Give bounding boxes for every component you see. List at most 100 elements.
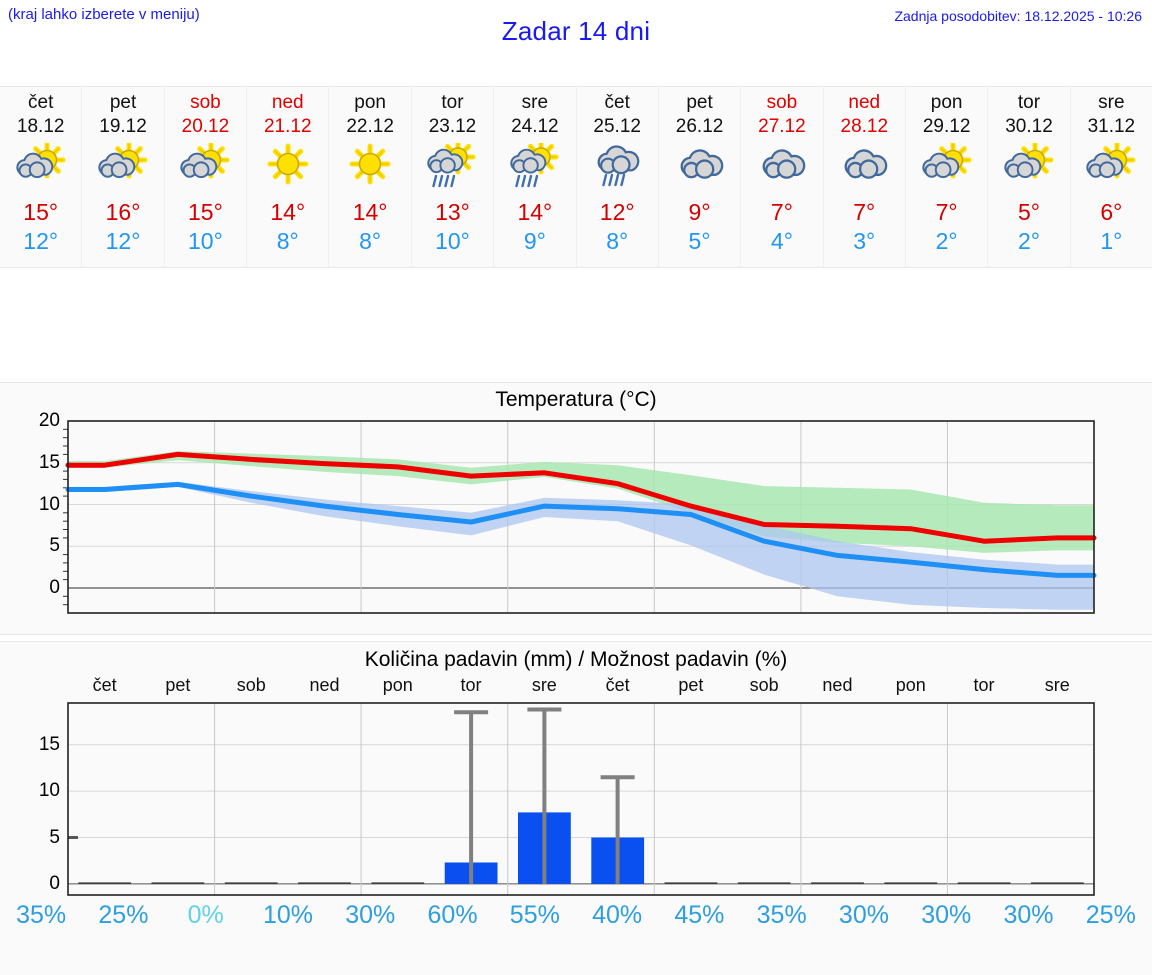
- precipitation-probability: 25%: [98, 901, 149, 929]
- cloud-rain-icon: [587, 143, 647, 189]
- precipitation-probability: 60%: [427, 901, 478, 929]
- precipitation-probability: 30%: [345, 901, 396, 929]
- day-of-week-label: sob: [766, 92, 798, 113]
- day-min-temp: 1°: [1100, 228, 1123, 254]
- day-column[interactable]: ned 28.12 7° 3°: [824, 87, 906, 267]
- day-of-week-label: tor: [1017, 92, 1041, 113]
- day-column[interactable]: pon 29.12 7° 2°: [906, 87, 989, 267]
- day-of-week-label: pet: [686, 92, 713, 113]
- day-min-temp: 12°: [105, 228, 141, 254]
- day-max-temp: 14°: [270, 199, 306, 225]
- precipitation-probability: 0%: [187, 901, 224, 929]
- precipitation-y-tick: 0: [49, 872, 60, 894]
- day-of-week-label: čet: [28, 92, 54, 113]
- day-column[interactable]: ned 21.12 14° 8°: [247, 87, 330, 267]
- temperature-y-tick: 0: [49, 577, 60, 598]
- precipitation-probability: 45%: [674, 901, 725, 929]
- sun-cloud-rain-icon: [422, 143, 482, 189]
- day-max-temp: 7°: [853, 199, 876, 225]
- precipitation-day-label: sre: [531, 675, 557, 695]
- sun-behind-cloud-icon: [11, 143, 71, 189]
- day-of-week-label: sob: [190, 92, 221, 113]
- day-column[interactable]: tor 23.12 13° 10°: [412, 87, 495, 267]
- temperature-y-tick: 20: [38, 410, 60, 431]
- day-min-temp: 10°: [435, 228, 470, 254]
- spacer-band: [0, 268, 1152, 382]
- day-max-temp: 15°: [188, 199, 223, 225]
- day-date-label: 26.12: [675, 116, 724, 137]
- menu-hint-text: (kraj lahko izberete v meniju): [8, 6, 200, 23]
- page-header: (kraj lahko izberete v meniju) Zadar 14 …: [0, 0, 1152, 62]
- day-max-temp: 9°: [688, 199, 711, 225]
- temperature-chart-title: Temperatura (°C): [495, 388, 657, 411]
- cloud-icon: [752, 143, 812, 189]
- day-column[interactable]: sob 20.12 15° 10°: [165, 87, 248, 267]
- precipitation-probability: 35%: [16, 901, 67, 929]
- precipitation-y-tick: 5: [49, 826, 60, 848]
- precipitation-probability: 40%: [592, 901, 643, 929]
- day-max-temp: 5°: [1017, 199, 1040, 225]
- sun-behind-cloud-icon: [93, 143, 153, 189]
- day-date-label: 24.12: [511, 116, 559, 137]
- precipitation-probability: 35%: [756, 901, 807, 929]
- day-column[interactable]: tor 30.12 5° 2°: [988, 87, 1071, 267]
- precipitation-day-labels: čet pet sob ned pon tor sre čet pet sob ned pon tor s…: [68, 675, 1094, 699]
- day-of-week-label: pet: [109, 92, 137, 113]
- precipitation-day-label: ned: [822, 675, 853, 695]
- day-column[interactable]: sob 27.12 7° 4°: [741, 87, 824, 267]
- day-max-temp: 14°: [517, 199, 553, 225]
- day-min-temp: 12°: [23, 228, 59, 254]
- precipitation-probability: 30%: [1003, 901, 1054, 929]
- sun-behind-cloud-icon: [999, 143, 1059, 189]
- day-of-week-label: sre: [521, 92, 549, 113]
- sun-behind-cloud-icon: [917, 143, 977, 189]
- precipitation-day-label: sre: [1044, 675, 1070, 695]
- day-min-temp: 8°: [606, 228, 629, 254]
- day-max-temp: 7°: [770, 199, 793, 225]
- day-date-label: 29.12: [922, 116, 971, 137]
- day-column[interactable]: pet 26.12 9° 5°: [659, 87, 742, 267]
- cloud-icon: [670, 143, 730, 189]
- day-column[interactable]: sre 24.12 14° 9°: [494, 87, 577, 267]
- day-min-temp: 8°: [276, 228, 299, 254]
- precipitation-day-label: pet: [165, 675, 191, 695]
- day-of-week-label: čet: [604, 92, 630, 113]
- day-column[interactable]: sre 31.12 6° 1°: [1071, 87, 1152, 267]
- sun-icon: [258, 143, 318, 189]
- day-min-temp: 5°: [688, 228, 711, 254]
- precipitation-probability: 25%: [1085, 901, 1136, 929]
- temperature-chart-svg: [63, 420, 1097, 614]
- temperature-y-tick: 5: [49, 535, 60, 557]
- day-date-label: 25.12: [593, 116, 641, 137]
- day-max-temp: 14°: [352, 199, 388, 225]
- temperature-chart-panel: Temperatura (°C) © vreme.us & vreme.pro …: [0, 382, 1152, 635]
- day-of-week-label: tor: [441, 92, 464, 113]
- day-min-temp: 9°: [523, 228, 546, 254]
- temperature-y-tick: 15: [38, 451, 60, 473]
- day-date-label: 22.12: [346, 116, 394, 137]
- day-max-temp: 16°: [105, 199, 141, 225]
- day-column[interactable]: pon 22.12 14° 8°: [329, 87, 412, 267]
- day-min-temp: 2°: [1017, 228, 1040, 254]
- sun-icon: [340, 143, 400, 189]
- day-column[interactable]: čet 25.12 12° 8°: [577, 87, 659, 267]
- day-min-temp: 4°: [770, 228, 793, 254]
- precipitation-day-label: ned: [309, 675, 340, 695]
- day-of-week-label: sre: [1098, 92, 1125, 113]
- sun-behind-cloud-icon: [175, 143, 235, 189]
- daily-forecast-strip: čet 18.12 15° 12° pet 19.12 16° 12° sob 20.12 1…: [0, 86, 1152, 268]
- day-date-label: 28.12: [840, 116, 889, 137]
- precipitation-day-label: pon: [895, 675, 926, 695]
- day-max-temp: 12°: [599, 199, 635, 225]
- day-date-label: 18.12: [16, 116, 65, 137]
- precipitation-probability-row: 35% 25% 0% 10% 30% 60% 55% 40% 45% 35% 30% 30% 30% 25…: [0, 901, 1152, 941]
- last-updated-text: Zadnja posodobitev: 18.12.2025 - 10:26: [894, 8, 1142, 24]
- day-min-temp: 3°: [853, 228, 876, 254]
- day-of-week-label: pon: [930, 92, 963, 113]
- day-max-temp: 15°: [23, 199, 59, 225]
- day-of-week-label: pon: [354, 92, 386, 113]
- precipitation-day-label: pet: [678, 675, 704, 695]
- day-column[interactable]: pet 19.12 16° 12°: [82, 87, 165, 267]
- day-column[interactable]: čet 18.12 15° 12°: [0, 87, 83, 267]
